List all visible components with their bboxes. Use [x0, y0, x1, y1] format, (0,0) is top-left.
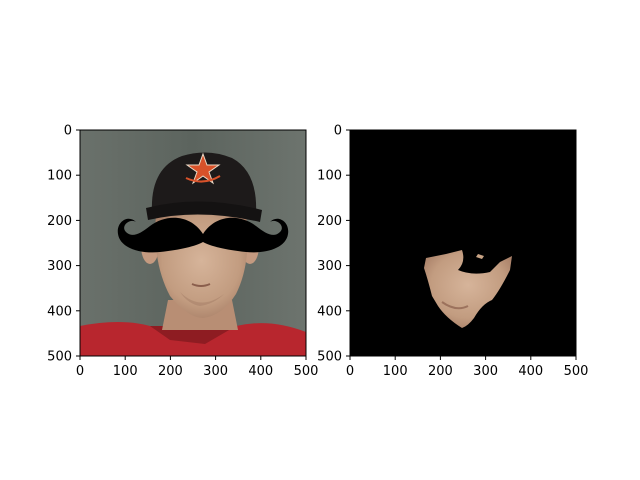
y-tick-label: 200	[47, 214, 72, 229]
y-tick-label: 500	[317, 350, 342, 365]
mouth	[191, 283, 211, 287]
x-tick-label: 300	[473, 364, 498, 379]
y-tick-label: 500	[47, 350, 72, 365]
left-axes-frame	[79, 129, 307, 357]
x-tick-label: 100	[383, 364, 408, 379]
star-logo	[185, 152, 221, 185]
x-tick-label: 0	[76, 364, 84, 379]
segmentation-mask	[350, 130, 576, 356]
mustache-overlay	[117, 217, 289, 253]
photo-with-mustache	[80, 130, 306, 356]
axis-ticks: 0 100 200 300 400 500 0 100 200 300 400 500 0 100 200 3…	[47, 124, 588, 380]
y-tick-label: 100	[47, 169, 72, 184]
y-tick-label: 400	[317, 304, 342, 319]
x-tick-label: 200	[158, 364, 183, 379]
x-tick-label: 100	[113, 364, 138, 379]
y-tick-label: 300	[47, 259, 72, 274]
y-tick-label: 300	[317, 259, 342, 274]
y-tick-label: 0	[64, 124, 72, 139]
y-tick-label: 200	[317, 214, 342, 229]
x-tick-label: 300	[203, 364, 228, 379]
y-tick-label: 100	[317, 169, 342, 184]
black-cap	[151, 152, 257, 214]
x-tick-label: 400	[248, 364, 273, 379]
x-tick-label: 0	[346, 364, 354, 379]
skin-fragment	[476, 254, 484, 259]
y-tick-label: 400	[47, 304, 72, 319]
right-axes-frame	[349, 129, 577, 357]
x-tick-label: 500	[564, 364, 589, 379]
y-tick-label: 0	[334, 124, 342, 139]
x-tick-label: 500	[294, 364, 319, 379]
x-tick-label: 400	[518, 364, 543, 379]
x-tick-label: 200	[428, 364, 453, 379]
skin-region	[424, 250, 512, 328]
cap-brim	[146, 201, 262, 222]
